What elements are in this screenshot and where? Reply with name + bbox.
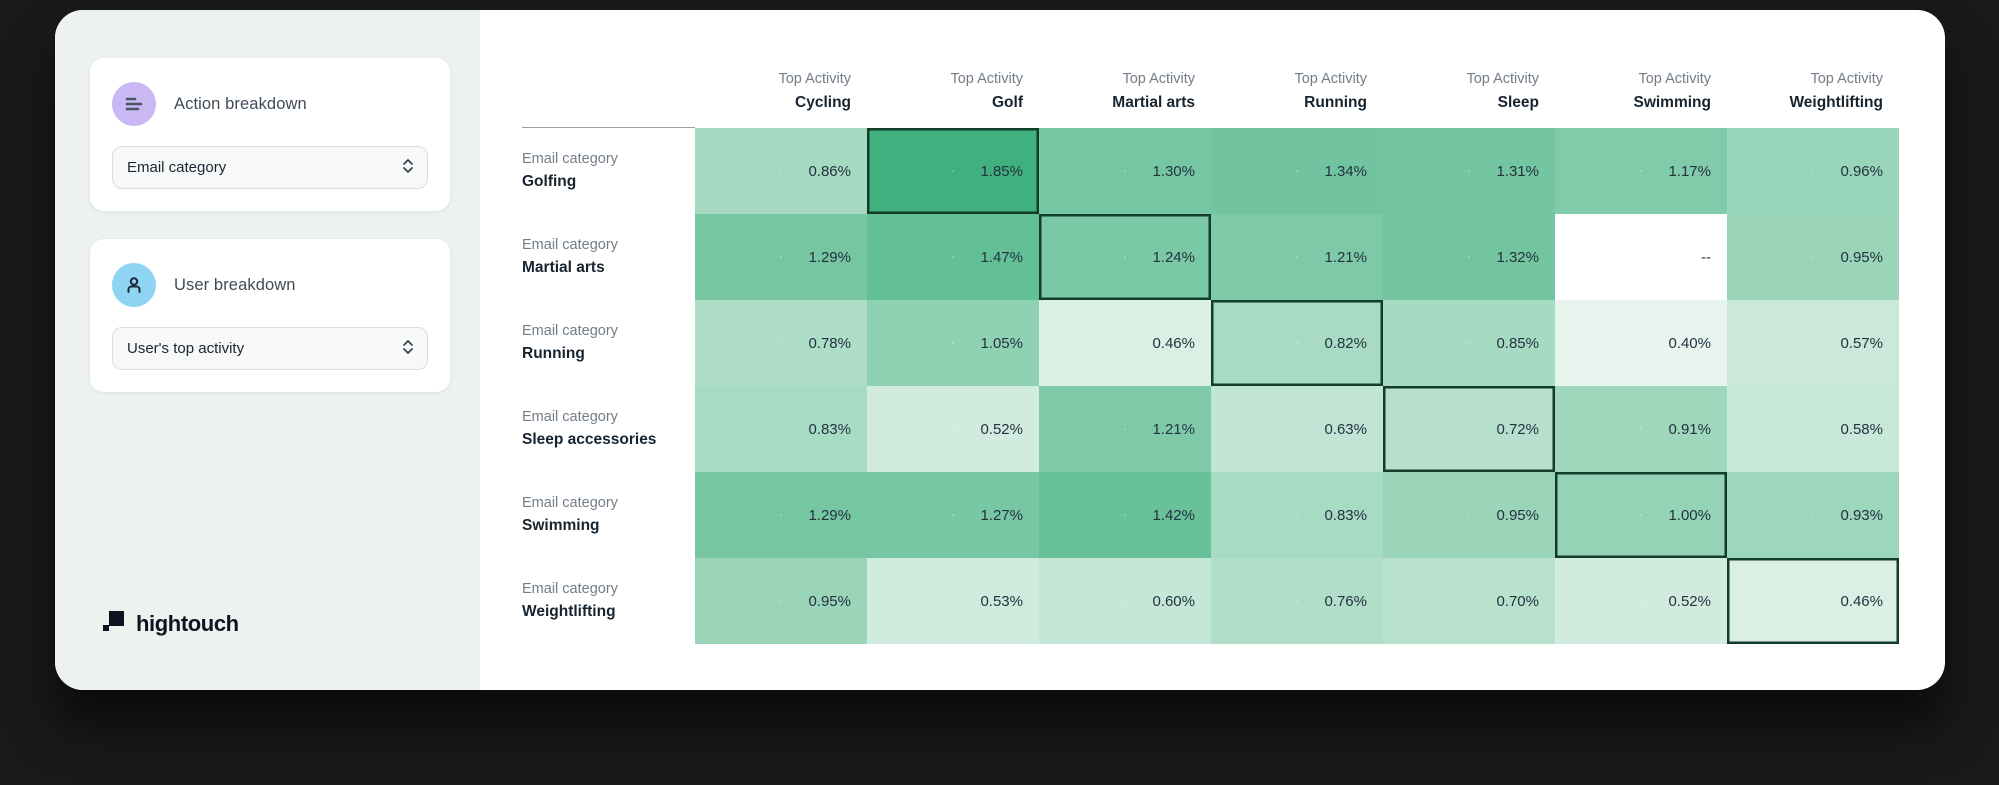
heatmap-cell-sleep-accessories-x-sleep[interactable]: 0.72% (1383, 386, 1555, 472)
user-breakdown-title: User breakdown (174, 275, 296, 294)
column-header-cycling: Top Activity Cycling (778, 71, 851, 111)
column-header-golf: Top Activity Golf (950, 71, 1023, 111)
heatmap-cell-sleep-accessories-x-cycling[interactable]: 0.83% (695, 386, 867, 472)
heatmap-cell-swimming-x-swimming[interactable]: 1.00% (1555, 472, 1727, 558)
heatmap-cell-golfing-x-cycling[interactable]: 0.86% (695, 128, 867, 214)
row-label-weightlifting: Email category Weightlifting (522, 581, 618, 620)
heatmap-cell-weightlifting-x-cycling[interactable]: 0.95% (695, 558, 867, 644)
heatmap-cell-running-x-cycling[interactable]: 0.78% (695, 300, 867, 386)
heatmap: Top Activity Cycling Top Activity Golf Top A… (522, 44, 1899, 644)
hightouch-logo: hightouch (102, 609, 239, 638)
heatmap-row-running: Email category Running 0.78% 1.05% 0.46% 0.82… (522, 300, 1899, 386)
heatmap-cell-swimming-x-cycling[interactable]: 1.29% (695, 472, 867, 558)
action-breakdown-title: Action breakdown (174, 94, 307, 113)
heatmap-cell-sleep-accessories-x-martial-arts[interactable]: 1.21% (1039, 386, 1211, 472)
user-breakdown-select[interactable]: User's top activity (112, 327, 428, 370)
user-breakdown-card: User breakdown User's top activity (90, 239, 450, 392)
hightouch-logo-text: hightouch (136, 610, 239, 636)
heatmap-cell-running-x-golf[interactable]: 1.05% (867, 300, 1039, 386)
bars-icon (112, 82, 156, 126)
heatmap-cell-sleep-accessories-x-running[interactable]: 0.63% (1211, 386, 1383, 472)
column-header-running: Top Activity Running (1294, 71, 1367, 111)
header-underline (522, 44, 695, 128)
heatmap-cell-weightlifting-x-running[interactable]: 0.76% (1211, 558, 1383, 644)
heatmap-cell-weightlifting-x-swimming[interactable]: 0.52% (1555, 558, 1727, 644)
heatmap-cell-martial-arts-x-swimming[interactable]: -- (1555, 214, 1727, 300)
heatmap-cell-running-x-sleep[interactable]: 0.85% (1383, 300, 1555, 386)
heatmap-cell-running-x-running[interactable]: 0.82% (1211, 300, 1383, 386)
unfold-chevrons-icon (401, 157, 415, 178)
action-breakdown-select-value: Email category (127, 159, 227, 176)
heatmap-cell-golfing-x-running[interactable]: 1.34% (1211, 128, 1383, 214)
row-label-sleep-accessories: Email category Sleep accessories (522, 409, 657, 448)
heatmap-cell-sleep-accessories-x-swimming[interactable]: 0.91% (1555, 386, 1727, 472)
column-header-swimming: Top Activity Swimming (1633, 71, 1711, 111)
row-label-martial-arts: Email category Martial arts (522, 237, 618, 276)
heatmap-column-headers: Top Activity Cycling Top Activity Golf Top A… (522, 44, 1899, 128)
heatmap-cell-golfing-x-martial-arts[interactable]: 1.30% (1039, 128, 1211, 214)
hightouch-logo-mark-icon (102, 609, 126, 638)
user-breakdown-header: User breakdown (112, 263, 428, 307)
column-header-weightlifting: Top Activity Weightlifting (1789, 71, 1883, 111)
unfold-chevrons-icon (401, 338, 415, 359)
heatmap-row-golfing: Email category Golfing 0.86% 1.85% 1.30% 1.34… (522, 128, 1899, 214)
app-window: Action breakdown Email category (55, 10, 1945, 690)
user-breakdown-select-value: User's top activity (127, 340, 245, 357)
heatmap-cell-swimming-x-golf[interactable]: 1.27% (867, 472, 1039, 558)
heatmap-cell-golfing-x-swimming[interactable]: 1.17% (1555, 128, 1727, 214)
row-label-running: Email category Running (522, 323, 618, 362)
heatmap-cell-weightlifting-x-weightlifting[interactable]: 0.46% (1727, 558, 1899, 644)
heatmap-cell-martial-arts-x-martial-arts[interactable]: 1.24% (1039, 214, 1211, 300)
person-icon (112, 263, 156, 307)
heatmap-row-martial-arts: Email category Martial arts 1.29% 1.47% 1.24… (522, 214, 1899, 300)
heatmap-cell-golfing-x-weightlifting[interactable]: 0.96% (1727, 128, 1899, 214)
heatmap-cell-swimming-x-martial-arts[interactable]: 1.42% (1039, 472, 1211, 558)
heatmap-cell-running-x-swimming[interactable]: 0.40% (1555, 300, 1727, 386)
heatmap-cell-martial-arts-x-sleep[interactable]: 1.32% (1383, 214, 1555, 300)
column-header-sleep: Top Activity Sleep (1466, 71, 1539, 111)
heatmap-cell-running-x-martial-arts[interactable]: 0.46% (1039, 300, 1211, 386)
heatmap-row-sleep-accessories: Email category Sleep accessories 0.83% 0.52… (522, 386, 1899, 472)
action-breakdown-select[interactable]: Email category (112, 146, 428, 189)
heatmap-cell-running-x-weightlifting[interactable]: 0.57% (1727, 300, 1899, 386)
heatmap-row-weightlifting: Email category Weightlifting 0.95% 0.53% 0.6… (522, 558, 1899, 644)
heatmap-cell-sleep-accessories-x-weightlifting[interactable]: 0.58% (1727, 386, 1899, 472)
heatmap-cell-weightlifting-x-martial-arts[interactable]: 0.60% (1039, 558, 1211, 644)
heatmap-cell-weightlifting-x-golf[interactable]: 0.53% (867, 558, 1039, 644)
sidebar: Action breakdown Email category (55, 10, 480, 690)
row-label-golfing: Email category Golfing (522, 151, 618, 190)
heatmap-grid: Email category Golfing 0.86% 1.85% 1.30% 1.34… (522, 128, 1899, 644)
row-label-swimming: Email category Swimming (522, 495, 618, 534)
heatmap-cell-golfing-x-sleep[interactable]: 1.31% (1383, 128, 1555, 214)
heatmap-cell-martial-arts-x-running[interactable]: 1.21% (1211, 214, 1383, 300)
heatmap-cell-weightlifting-x-sleep[interactable]: 0.70% (1383, 558, 1555, 644)
heatmap-cell-swimming-x-running[interactable]: 0.83% (1211, 472, 1383, 558)
action-breakdown-card: Action breakdown Email category (90, 58, 450, 211)
heatmap-cell-martial-arts-x-cycling[interactable]: 1.29% (695, 214, 867, 300)
action-breakdown-header: Action breakdown (112, 82, 428, 126)
heatmap-cell-martial-arts-x-golf[interactable]: 1.47% (867, 214, 1039, 300)
heatmap-cell-swimming-x-sleep[interactable]: 0.95% (1383, 472, 1555, 558)
heatmap-cell-sleep-accessories-x-golf[interactable]: 0.52% (867, 386, 1039, 472)
heatmap-cell-swimming-x-weightlifting[interactable]: 0.93% (1727, 472, 1899, 558)
heatmap-cell-martial-arts-x-weightlifting[interactable]: 0.95% (1727, 214, 1899, 300)
heatmap-row-swimming: Email category Swimming 1.29% 1.27% 1.42% 0.8… (522, 472, 1899, 558)
column-header-martial-arts: Top Activity Martial arts (1112, 71, 1195, 111)
heatmap-cell-golfing-x-golf[interactable]: 1.85% (867, 128, 1039, 214)
